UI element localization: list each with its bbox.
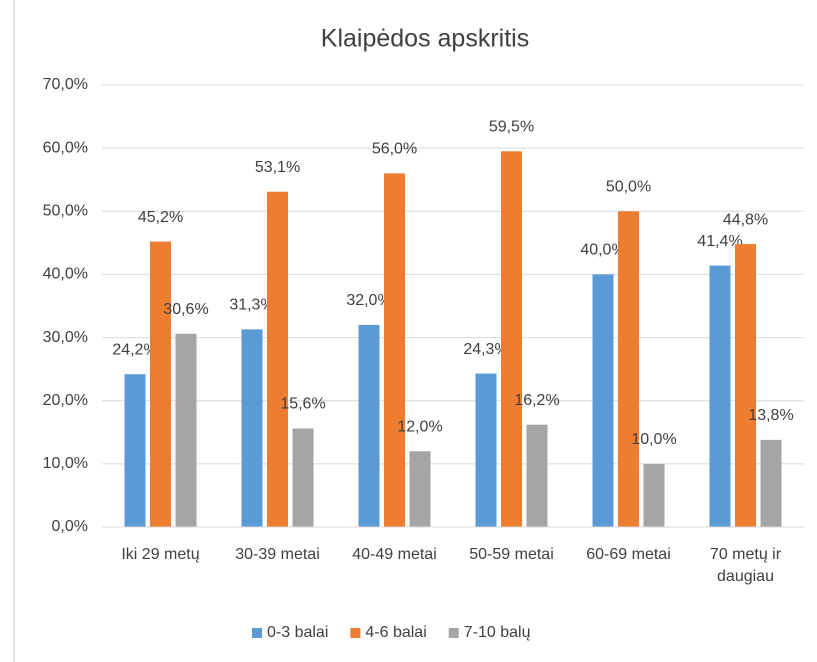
x-tick-label: 40-49 metai [352,546,437,563]
data-label: 24,2% [112,341,157,358]
x-tick-label: 60-69 metai [586,546,671,563]
bar [409,451,431,527]
data-label: 40,0% [580,242,625,259]
x-tick-label: 70 metų ir daugiau [709,546,782,585]
data-label: 32,0% [346,292,391,309]
data-label: 30,6% [163,301,208,318]
chart-title: Klaipėdos apskritis [321,25,529,53]
legend-label: 4-6 balai [365,624,426,641]
bar [760,439,782,527]
data-label: 31,3% [229,297,274,314]
data-label: 50,0% [606,179,651,196]
legend-label: 0-3 balai [267,624,328,641]
bar [175,333,197,527]
x-tick-label: 50-59 metai [469,546,554,563]
bar [384,173,405,527]
data-label: 13,8% [748,407,793,424]
y-tick-label: 70,0% [43,76,88,93]
bar [709,265,731,527]
bar [358,324,380,527]
bar [526,424,548,527]
y-tick-label: 60,0% [43,139,88,156]
bar [150,241,171,527]
y-tick-label: 30,0% [43,329,88,346]
bar [618,211,639,528]
data-label: 41,4% [697,233,742,250]
y-tick-label: 20,0% [43,392,88,409]
data-label: 59,5% [489,119,534,136]
y-tick-label: 40,0% [43,266,88,283]
legend-label: 7-10 balų [464,624,531,641]
data-label: 56,0% [372,141,417,158]
data-label: 45,2% [138,209,183,226]
y-tick-label: 50,0% [43,203,88,220]
legend-swatch [252,628,262,638]
x-tick-label: Iki 29 metų [121,546,200,563]
bar [643,463,665,527]
data-label: 44,8% [723,211,768,228]
data-label: 10,0% [631,431,676,448]
bar [592,274,614,527]
bar [501,151,522,528]
y-tick-label: 0,0% [52,518,88,535]
data-label: 53,1% [255,159,300,176]
data-label: 16,2% [514,392,559,409]
data-label: 24,3% [463,341,508,358]
x-tick-label: 30-39 metai [235,546,320,563]
bar [735,244,756,527]
bar [292,428,314,527]
data-label: 15,6% [280,396,325,413]
bar [124,374,146,527]
data-label: 12,0% [397,418,442,435]
legend-swatch [448,628,459,638]
y-tick-label: 10,0% [43,455,88,472]
bar [475,373,497,527]
bar [267,191,288,527]
bar [241,329,263,527]
legend-swatch [350,628,361,638]
